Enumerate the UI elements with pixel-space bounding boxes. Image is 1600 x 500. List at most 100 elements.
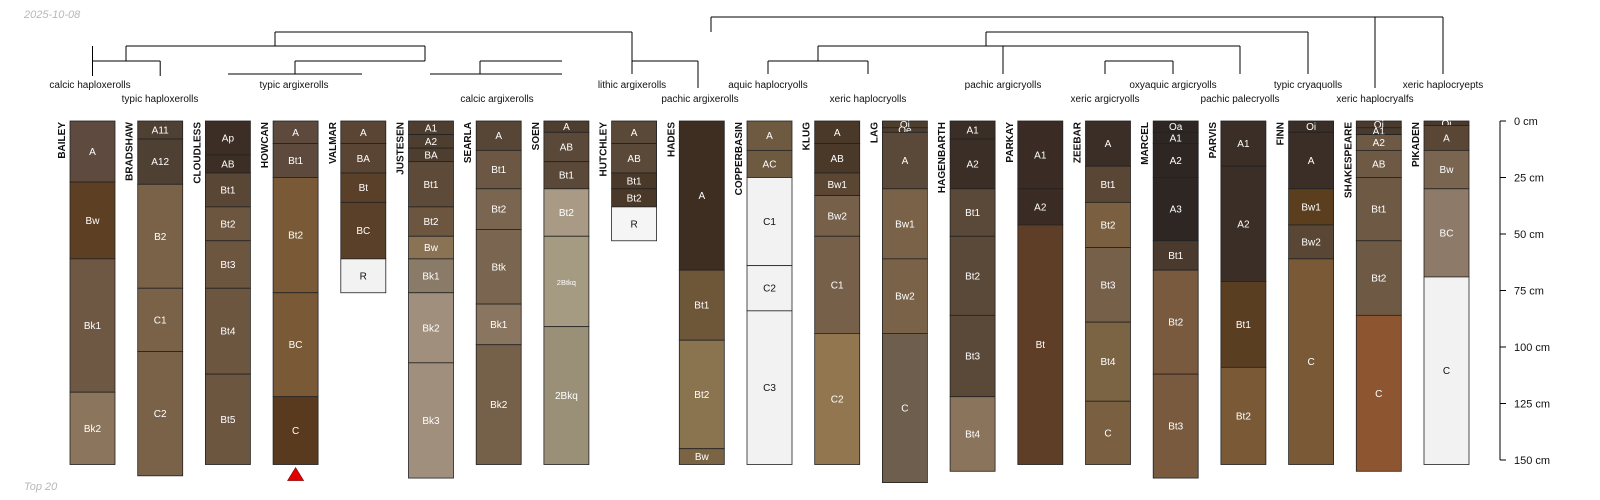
- horizon-label: Bt3: [965, 352, 980, 363]
- horizon-label: Bk1: [422, 271, 440, 282]
- horizon-label: Bk2: [490, 400, 508, 411]
- horizon-label: Bt: [1036, 340, 1046, 351]
- horizon-block: [882, 258, 928, 334]
- taxon-label: typic argixerolls: [260, 80, 329, 91]
- horizon-label: A: [1105, 139, 1112, 150]
- horizon-label: Oi: [1442, 119, 1452, 130]
- horizon-block: [611, 206, 657, 242]
- horizon-label: Bt1: [220, 185, 235, 196]
- horizon-label: Bt1: [559, 171, 574, 182]
- horizon-label: BC: [289, 340, 303, 351]
- profile-hades: A Bt1 Bt2 Bw HADES: [666, 120, 725, 465]
- horizon-block: [1355, 314, 1402, 472]
- horizon-block: [1288, 258, 1334, 465]
- taxon-label: pachic argicryolls: [965, 80, 1042, 91]
- horizon-block: [1085, 400, 1131, 465]
- horizon-block: [882, 188, 928, 260]
- horizon-block: [949, 138, 996, 190]
- horizon-block: [69, 181, 116, 260]
- horizon-label: A2: [425, 137, 438, 148]
- depth-tick-label: 150 cm: [1514, 455, 1550, 467]
- horizon-label: Bw: [424, 243, 439, 254]
- horizon-label: Bt2: [965, 271, 980, 282]
- date-label: 2025-10-08: [23, 9, 81, 21]
- horizon-label: A: [902, 156, 909, 167]
- profile-name: HUTCHLEY: [599, 122, 610, 177]
- horizon-label: C2: [154, 409, 167, 420]
- horizon-block: [543, 326, 590, 465]
- horizon-label: R: [360, 271, 367, 282]
- horizon-block: [137, 138, 184, 185]
- horizon-label: Bk2: [84, 424, 102, 435]
- horizon-label: AB: [627, 154, 641, 165]
- horizon-block: [1152, 143, 1199, 178]
- horizon-block: [1288, 131, 1334, 190]
- horizon-label: Bt3: [1100, 280, 1115, 291]
- horizon-label: Oi: [1306, 122, 1316, 133]
- horizon-block: [1017, 224, 1064, 465]
- profile-name: PIKADEN: [1411, 122, 1422, 167]
- profile-finn: Oi A Bw1 Bw2 C FINN: [1276, 120, 1334, 465]
- horizon-label: A: [834, 128, 841, 139]
- horizon-label: AB: [1372, 159, 1386, 170]
- horizon-block: [543, 131, 590, 163]
- horizon-label: Btk: [491, 262, 506, 273]
- horizon-block: [475, 149, 522, 190]
- footer-label: Top 20: [24, 481, 58, 493]
- horizon-label: Bw: [86, 216, 101, 227]
- horizon-label: 2Btkq: [557, 278, 576, 287]
- horizon-label: C: [1443, 366, 1450, 377]
- horizon-label: AB: [831, 154, 845, 165]
- horizon-label: Bt1: [1168, 251, 1183, 262]
- horizon-label: Bt2: [627, 193, 642, 204]
- warning-marker-icon: [287, 466, 305, 481]
- horizon-label: A2: [1034, 202, 1047, 213]
- horizon-label: B2: [154, 232, 167, 243]
- horizon-block: [340, 258, 387, 294]
- taxon-label: typic haploxerolls: [122, 94, 199, 105]
- depth-tick-label: 125 cm: [1514, 399, 1550, 411]
- horizon-label: C1: [831, 280, 844, 291]
- horizon-label: Bk2: [422, 323, 440, 334]
- horizon-label: Bw2: [827, 211, 847, 222]
- horizon-label: Bw2: [895, 292, 915, 303]
- horizon-block: [204, 206, 251, 242]
- horizon-block: [949, 235, 996, 316]
- horizon-label: BA: [357, 154, 371, 165]
- horizon-label: Bw1: [1301, 202, 1321, 213]
- horizon-block: [678, 269, 725, 341]
- depth-tick-label: 25 cm: [1514, 173, 1544, 185]
- horizon-block: [746, 177, 793, 267]
- profile-parkay: A1 A2 Bt PARKAY: [1005, 120, 1064, 465]
- horizon-block: [69, 258, 116, 393]
- horizon-label: C3: [763, 383, 776, 394]
- horizon-block: [949, 314, 996, 398]
- profile-name: BRADSHAW: [125, 121, 136, 180]
- horizon-block: [1288, 224, 1334, 260]
- profile-name: HOWCAN: [260, 122, 271, 168]
- horizon-label: A: [1308, 156, 1315, 167]
- horizon-label: A1: [1373, 127, 1386, 138]
- horizon-block: [408, 161, 454, 208]
- profile-soen: A AB Bt1 Bt2 2Btkq 2Bkq SOEN: [531, 120, 590, 465]
- horizon-label: Bt2: [1168, 318, 1183, 329]
- horizon-block: [408, 292, 454, 364]
- horizon-label: Bt1: [1100, 180, 1115, 191]
- horizon-label: A2: [1373, 138, 1386, 149]
- horizon-label: Oi: [900, 120, 910, 131]
- depth-axis: 0 cm 25 cm 50 cm 75 cm 100 cm 125 cm 150 cm: [1499, 116, 1550, 467]
- horizon-block: [204, 240, 251, 289]
- taxon-label: typic cryaquolls: [1274, 80, 1342, 91]
- horizon-block: [69, 391, 116, 465]
- depth-tick-label: 100 cm: [1514, 342, 1550, 354]
- horizon-label: AB: [221, 159, 235, 170]
- profile-hagenbarth: A1 A2 Bt1 Bt2 Bt3 Bt4 HAGENBARTH: [937, 120, 996, 472]
- horizon-label: C1: [154, 315, 167, 326]
- horizon-label: A2: [966, 159, 979, 170]
- taxon-label: calcic argixerolls: [460, 94, 533, 105]
- horizon-block: [272, 292, 319, 398]
- horizon-block: [814, 143, 861, 174]
- horizon-block: [272, 396, 319, 465]
- horizon-label: AB: [560, 142, 574, 153]
